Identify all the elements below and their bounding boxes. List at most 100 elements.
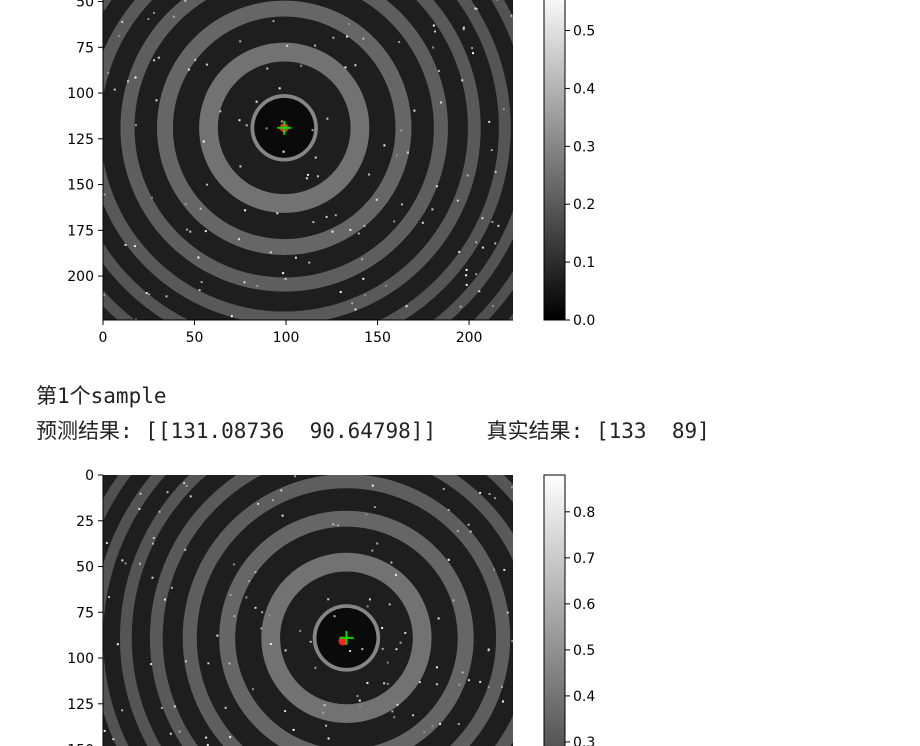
noise-speck <box>495 171 497 173</box>
noise-speck <box>472 52 474 54</box>
noise-speck <box>462 672 464 674</box>
noise-speck <box>171 587 173 589</box>
noise-speck <box>406 305 408 307</box>
noise-speck <box>361 648 363 650</box>
noise-speck <box>367 605 369 607</box>
colorbar-tick-label: 0.4 <box>573 689 595 705</box>
noise-speck <box>151 197 153 199</box>
noise-speck <box>511 486 513 488</box>
noise-speck <box>153 537 155 539</box>
noise-speck <box>438 70 440 72</box>
noise-speck <box>359 700 361 702</box>
noise-speck <box>150 663 152 665</box>
noise-speck <box>233 615 235 617</box>
noise-speck <box>189 231 191 233</box>
noise-speck <box>260 627 262 629</box>
noise-speck <box>365 513 367 515</box>
noise-speck <box>200 208 202 210</box>
x-tick-label: 200 <box>456 330 483 346</box>
noise-speck <box>385 285 387 287</box>
noise-speck <box>327 598 329 600</box>
noise-speck <box>231 315 233 317</box>
noise-speck <box>255 607 257 609</box>
noise-speck <box>161 707 163 709</box>
fringe-plot-2: 0255075100125150 0.30.40.50.60.70.8 <box>0 460 920 746</box>
colorbar-tick-label: 0.3 <box>573 139 595 155</box>
noise-speck <box>206 184 208 186</box>
noise-speck <box>125 244 127 246</box>
noise-speck <box>368 174 370 176</box>
true-value: [133 89] <box>596 419 710 443</box>
noise-speck <box>397 704 399 706</box>
noise-speck <box>295 257 297 259</box>
noise-speck <box>121 709 123 711</box>
noise-speck <box>167 491 169 493</box>
noise-speck <box>503 569 505 571</box>
y-tick-label: 150 <box>67 178 94 194</box>
noise-speck <box>328 738 330 740</box>
noise-speck <box>125 562 127 564</box>
noise-speck <box>244 281 246 283</box>
y-tick-label: 125 <box>67 697 94 713</box>
noise-speck <box>170 733 172 735</box>
noise-speck <box>488 686 490 688</box>
noise-speck <box>482 217 484 219</box>
colorbar-tick-label: 0.8 <box>573 505 595 521</box>
noise-speck <box>153 12 155 14</box>
noise-speck <box>431 208 433 210</box>
y-tick-label: 125 <box>67 132 94 148</box>
noise-speck <box>112 738 114 740</box>
noise-speck <box>398 41 400 43</box>
noise-speck <box>322 712 324 714</box>
noise-speck <box>230 594 232 596</box>
noise-speck <box>404 632 406 634</box>
noise-speck <box>270 643 272 645</box>
noise-speck <box>282 515 284 517</box>
noise-speck <box>351 302 353 304</box>
noise-speck <box>358 233 360 235</box>
noise-speck <box>357 695 359 697</box>
noise-speck <box>300 65 302 67</box>
noise-speck <box>335 214 337 216</box>
noise-speck <box>261 611 263 613</box>
noise-speck <box>188 69 190 71</box>
noise-speck <box>299 630 301 632</box>
noise-speck <box>491 149 493 151</box>
noise-speck <box>184 0 186 2</box>
noise-speck <box>396 648 398 650</box>
sample-label: 第1个sample <box>36 382 167 411</box>
noise-speck <box>453 599 455 601</box>
noise-speck <box>199 289 201 291</box>
noise-speck <box>372 485 374 487</box>
noise-speck <box>363 225 365 227</box>
noise-speck <box>393 220 395 222</box>
noise-speck <box>461 79 463 81</box>
noise-speck <box>359 706 361 708</box>
noise-speck <box>140 493 142 495</box>
noise-speck <box>366 682 368 684</box>
noise-speck <box>285 649 287 651</box>
noise-speck <box>216 635 218 637</box>
noise-speck <box>433 25 435 27</box>
noise-speck <box>146 292 148 294</box>
colorbar-gradient <box>544 0 565 320</box>
noise-speck <box>239 40 241 42</box>
noise-speck <box>436 666 438 668</box>
noise-speck <box>312 129 314 131</box>
noise-speck <box>479 492 481 494</box>
noise-speck <box>400 130 402 132</box>
noise-speck <box>284 710 286 712</box>
y-tick-label: 25 <box>76 514 94 530</box>
noise-speck <box>361 258 363 260</box>
y-tick-label: 200 <box>67 269 94 285</box>
noise-speck <box>127 80 129 82</box>
noise-speck <box>158 57 160 59</box>
noise-speck <box>183 482 185 484</box>
noise-speck <box>185 203 187 205</box>
noise-speck <box>285 278 287 280</box>
noise-speck <box>381 627 383 629</box>
noise-speck <box>205 737 207 739</box>
noise-speck <box>325 725 327 727</box>
noise-speck <box>436 185 438 187</box>
noise-speck <box>400 642 402 644</box>
